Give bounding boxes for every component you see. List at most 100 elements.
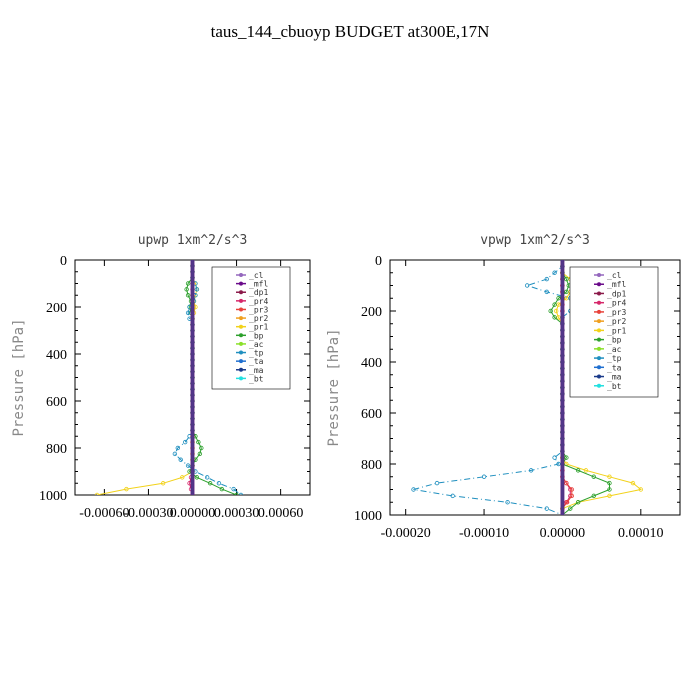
y-axis-label: Pressure [hPa] [326,328,342,446]
y-tick-label: 0 [375,254,382,269]
y-tick-label: 600 [361,407,382,422]
legend-marker [239,350,243,355]
y-tick-label: 800 [361,458,382,473]
series-point [231,486,236,492]
series-point [544,506,549,511]
legend-marker [597,374,601,379]
series-point [548,308,553,314]
series-point [564,480,569,486]
x-tick-label: -0.00020 [381,526,431,541]
series-point [175,445,181,451]
legend-marker [239,298,243,303]
legend-marker [597,346,601,351]
series-point [544,276,549,282]
legend-label-pr2: _pr2 [607,317,626,326]
legend-marker [239,333,243,338]
series-point [556,461,561,467]
legend-marker [597,356,601,361]
legend-marker [239,376,243,381]
series-point [234,492,239,495]
legend-label-pr1: _pr1 [249,323,268,332]
legend-label-ta: _ta [607,363,622,372]
series-point [505,500,510,505]
series-point [185,310,191,316]
series-point [434,480,440,486]
series-point [553,308,559,314]
series-point [196,439,201,445]
series-point [219,486,225,492]
legend-marker [239,341,243,346]
chart-panel-1: upwp 1xm^2/s^3 0 200 400 600 800 1000 -0.00060-… [11,233,311,521]
series-point [607,474,612,479]
series-point [528,468,534,473]
series-point [569,493,575,499]
series-point [583,468,589,473]
legend-marker [597,282,601,287]
series-point [607,480,612,486]
series-point [552,455,557,460]
legend-marker [239,273,243,277]
legend-label-dp1: _dp1 [607,289,626,298]
legend-marker [597,291,601,296]
series-point [556,296,561,301]
series-point [630,480,636,486]
legend-label-bt: _bt [249,374,264,383]
chart-panel-2: vpwp 1xm^2/s^3 0 200 400 600 800 1000 -0.00020 -… [326,233,681,541]
series-point [94,492,100,495]
legend-label-ta: _ta [249,357,264,366]
series-point [197,451,203,457]
series-point [180,475,185,480]
series-point [160,481,166,486]
legend-label-dp1: _dp1 [249,288,268,297]
series-point [411,487,416,492]
legend-box [569,266,659,398]
series-point [575,500,581,505]
legend-label-ac: _ac [607,345,622,354]
legend-label-pr4: _pr4 [607,299,626,308]
legend-marker [597,273,601,277]
legend-marker [239,367,243,372]
series-point [194,287,200,292]
x-tick-label: -0.00030 [123,506,173,521]
series-point [552,302,557,307]
y-tick-label: 400 [361,356,382,371]
legend-marker [597,328,601,333]
legend-box [211,266,291,390]
legend-label-mfl: _mfl [249,280,268,289]
series-point [481,474,487,479]
y-tick-label: 1000 [39,489,67,504]
chart-title: vpwp 1xm^2/s^3 [480,233,590,248]
legend-marker [597,365,601,370]
series-point [182,439,188,445]
legend-label-tp: _tp [607,354,622,363]
legend-label-cl: _cl [607,271,622,280]
x-tick-label: -0.00010 [459,526,509,541]
y-tick-label: 1000 [354,509,382,524]
x-tick-label: -0.00060 [79,506,129,521]
legend-marker [239,281,243,286]
legend-label-pr1: _pr1 [607,326,626,335]
legend-marker [239,307,243,312]
legend-label-bp: _bp [249,331,264,340]
x-tick-label: 0.00010 [618,526,664,541]
series-point [552,270,557,275]
series-point [216,481,222,486]
series-point [204,475,210,480]
y-tick-label: 200 [46,301,67,316]
y-tick-label: 200 [361,305,382,320]
legend-marker [239,359,243,364]
legend-marker [239,324,243,329]
series-point [568,506,573,511]
legend-label-cl: _cl [249,271,264,280]
series-point [207,481,213,486]
series-point [124,486,129,492]
series-point [591,474,596,479]
series-point [552,315,557,320]
series-point [450,493,455,499]
legend-label-ac: _ac [249,340,264,349]
legend-marker [239,290,243,295]
legend-marker [597,300,601,305]
series-point [607,487,612,492]
series-point [185,281,191,286]
